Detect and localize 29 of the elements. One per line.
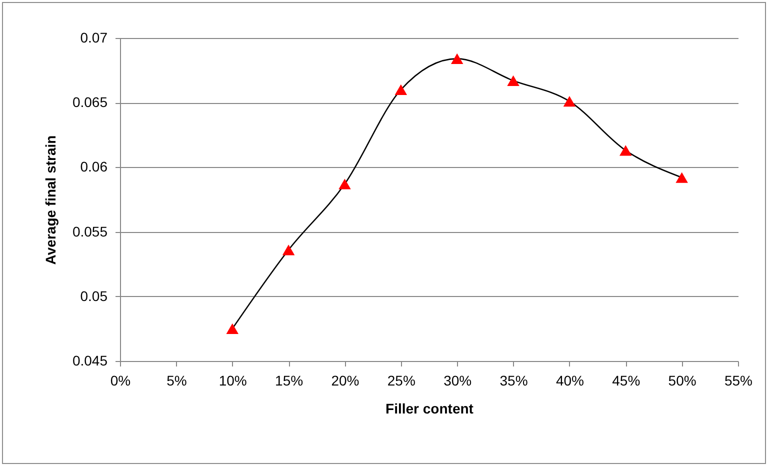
y-tick-label: 0.055	[72, 223, 108, 240]
x-tick-label: 15%	[275, 372, 304, 388]
point	[676, 172, 688, 183]
point	[450, 53, 464, 64]
point	[338, 178, 351, 190]
x-tick-label: 25%	[387, 372, 416, 388]
y-tick-label: 0.065	[72, 94, 108, 110]
x-tick-label: 55%	[724, 372, 753, 388]
point	[507, 75, 520, 86]
x-tick-label: 0%	[110, 372, 131, 388]
point	[282, 244, 295, 256]
y-axis-title: Average final strain	[42, 135, 58, 265]
point	[226, 323, 238, 334]
point	[620, 145, 632, 156]
point	[394, 84, 408, 95]
y-tick-label: 0.045	[72, 352, 108, 368]
x-tick-label: 5%	[166, 372, 187, 388]
x-tick-label: 50%	[668, 372, 696, 388]
point	[563, 96, 576, 107]
y-tick-label: 0.05	[80, 288, 108, 304]
x-tick-label: 40%	[556, 372, 584, 388]
x-axis-title: Filler content	[386, 400, 474, 416]
y-tick-label: 0.07	[80, 30, 108, 46]
y-tick-label: 0.06	[80, 158, 108, 175]
x-tick-label: 10%	[218, 372, 247, 388]
x-tick-label: 45%	[612, 372, 640, 388]
x-tick-label: 30%	[444, 372, 472, 388]
x-tick-label: 35%	[500, 372, 528, 388]
x-tick-label: 20%	[331, 372, 360, 388]
